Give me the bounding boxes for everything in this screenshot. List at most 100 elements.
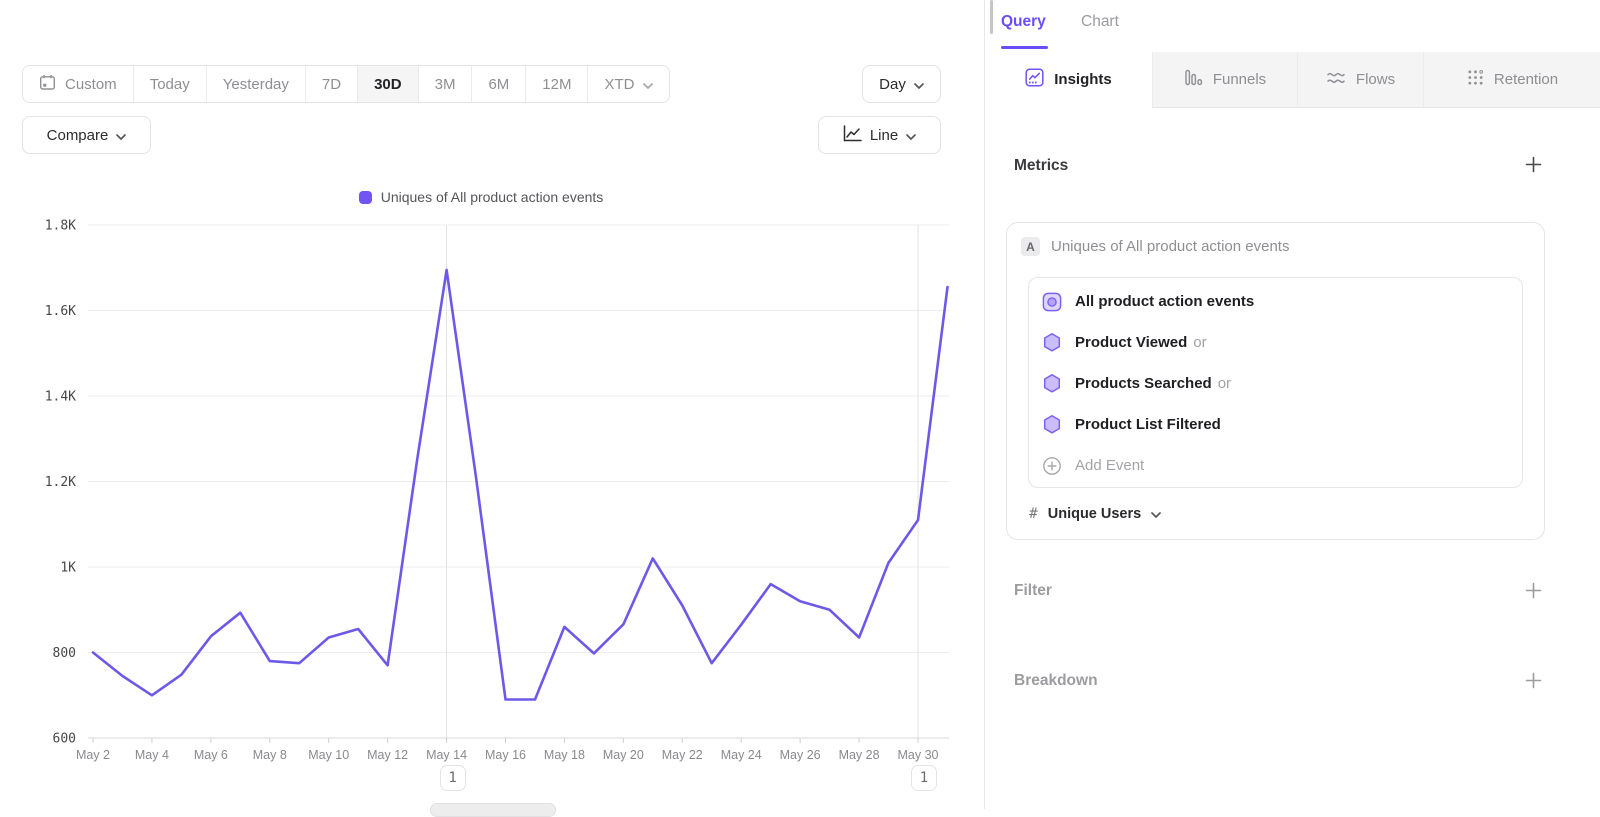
svg-text:1.2K: 1.2K — [45, 475, 76, 490]
chart-type-label: Line — [869, 126, 899, 144]
svg-text:May 20: May 20 — [603, 748, 644, 762]
cutoff-tooltip — [430, 803, 556, 817]
report-tab-insights[interactable]: Insights — [985, 52, 1152, 108]
line-chart-icon — [843, 124, 862, 146]
range-button-12m[interactable]: 12M — [526, 66, 589, 102]
calendar-icon — [39, 74, 56, 95]
add-filter-button[interactable] — [1524, 582, 1542, 604]
line-chart[interactable]: 600 800 1K 1.2K 1.4K 1.6K 1.8K May 2 May 4 May 6 M… — [0, 185, 962, 785]
chevron-down-icon — [116, 127, 127, 144]
events-card: All product action events Product Viewed… — [1028, 277, 1523, 488]
range-button-30d[interactable]: 30D — [358, 66, 419, 102]
chevron-down-icon — [913, 76, 924, 93]
range-label: 30D — [374, 75, 402, 93]
report-tab-label: Retention — [1493, 71, 1559, 88]
event-row[interactable]: Product List Filtered — [1029, 404, 1522, 445]
svg-text:May 30: May 30 — [897, 748, 938, 762]
event-row[interactable]: Products Searched or — [1029, 363, 1522, 404]
breakdown-title: Breakdown — [1014, 672, 1098, 689]
granularity-button[interactable]: Day — [862, 65, 941, 103]
tab-query[interactable]: Query — [1001, 13, 1046, 30]
report-tabs: Insights Funnels Flows Retention — [985, 52, 1600, 108]
svg-text:May 4: May 4 — [135, 748, 169, 762]
svg-text:May 18: May 18 — [544, 748, 585, 762]
event-operator: or — [1217, 375, 1232, 392]
range-label: Today — [149, 75, 190, 93]
range-label: 7D — [321, 75, 342, 93]
filter-title: Filter — [1014, 582, 1052, 599]
svg-text:May 28: May 28 — [839, 748, 880, 762]
plus-icon — [1525, 582, 1542, 604]
range-label: Custom — [65, 75, 117, 93]
chart-legend: Uniques of All product action events — [88, 189, 874, 205]
aggregation-selector[interactable]: # Unique Users — [1029, 505, 1162, 523]
legend-swatch — [358, 190, 372, 204]
hexagon-icon — [1042, 332, 1062, 353]
svg-text:May 22: May 22 — [662, 748, 703, 762]
chart-type-button[interactable]: Line — [818, 116, 941, 154]
granularity-label: Day — [879, 75, 906, 93]
event-operator: or — [1193, 334, 1207, 351]
svg-text:1.6K: 1.6K — [45, 304, 76, 319]
hexagon-icon — [1042, 373, 1062, 394]
range-button-today[interactable]: Today — [133, 66, 207, 102]
series-row[interactable]: A Uniques of All product action events — [1007, 223, 1544, 256]
range-label: Yesterday — [222, 75, 289, 93]
event-name: Product List Filtered — [1075, 416, 1221, 433]
event-row[interactable]: Product Viewed or — [1029, 322, 1522, 363]
add-circle-icon — [1042, 456, 1062, 476]
svg-text:May 12: May 12 — [367, 748, 408, 762]
svg-text:May 24: May 24 — [721, 748, 762, 762]
range-button-6m[interactable]: 6M — [472, 66, 527, 102]
svg-text:May 16: May 16 — [485, 748, 526, 762]
hexagon-icon — [1042, 414, 1062, 435]
svg-text:May 14: May 14 — [426, 748, 467, 762]
compare-button[interactable]: Compare — [22, 116, 151, 154]
range-button-custom[interactable]: Custom — [23, 66, 134, 102]
compare-label: Compare — [46, 126, 109, 144]
annotation-badge[interactable]: 1 — [910, 765, 937, 791]
range-button-yesterday[interactable]: Yesterday — [206, 66, 306, 102]
annotation-badge[interactable]: 1 — [439, 765, 466, 791]
flows-icon — [1326, 70, 1346, 90]
report-tab-retention[interactable]: Retention — [1423, 52, 1600, 108]
retention-icon — [1467, 69, 1484, 90]
svg-text:May 6: May 6 — [194, 748, 228, 762]
hash-icon: # — [1029, 506, 1038, 522]
metric-card: A Uniques of All product action events A… — [1006, 222, 1545, 540]
series-letter-badge: A — [1021, 237, 1040, 256]
event-name: All product action events — [1075, 293, 1255, 310]
range-button-3m[interactable]: 3M — [418, 66, 473, 102]
chevron-down-icon — [906, 127, 917, 144]
svg-text:1K: 1K — [60, 561, 76, 576]
range-button-7d[interactable]: 7D — [305, 66, 359, 102]
insights-icon — [1025, 68, 1044, 91]
legend-label: Uniques of All product action events — [380, 189, 604, 205]
event-row[interactable]: All product action events — [1029, 281, 1522, 322]
funnels-icon — [1184, 68, 1203, 91]
add-event-button[interactable]: Add Event — [1029, 445, 1522, 486]
custom-event-icon — [1042, 292, 1062, 312]
svg-text:May 26: May 26 — [780, 748, 821, 762]
chevron-down-icon — [643, 76, 654, 93]
event-name: Product Viewed — [1075, 334, 1188, 351]
range-button-xtd[interactable]: XTD — [588, 66, 670, 102]
panel-scrollbar[interactable] — [990, 0, 993, 34]
chevron-down-icon — [1151, 505, 1162, 523]
add-breakdown-button[interactable] — [1524, 672, 1542, 694]
add-metric-button[interactable] — [1524, 156, 1542, 178]
report-tab-funnels[interactable]: Funnels — [1152, 52, 1297, 108]
tab-chart[interactable]: Chart — [1081, 13, 1119, 30]
range-label: 6M — [488, 75, 510, 93]
plus-icon — [1525, 672, 1542, 694]
svg-text:600: 600 — [53, 732, 76, 747]
svg-text:May 8: May 8 — [253, 748, 287, 762]
add-event-label: Add Event — [1075, 457, 1145, 474]
series-label: Uniques of All product action events — [1051, 238, 1290, 255]
tab-query-underline — [1001, 46, 1048, 49]
svg-text:800: 800 — [53, 646, 76, 661]
plus-icon — [1525, 156, 1542, 178]
report-tab-flows[interactable]: Flows — [1297, 52, 1423, 108]
report-tab-label: Funnels — [1212, 71, 1267, 88]
range-label: 12M — [542, 75, 572, 93]
